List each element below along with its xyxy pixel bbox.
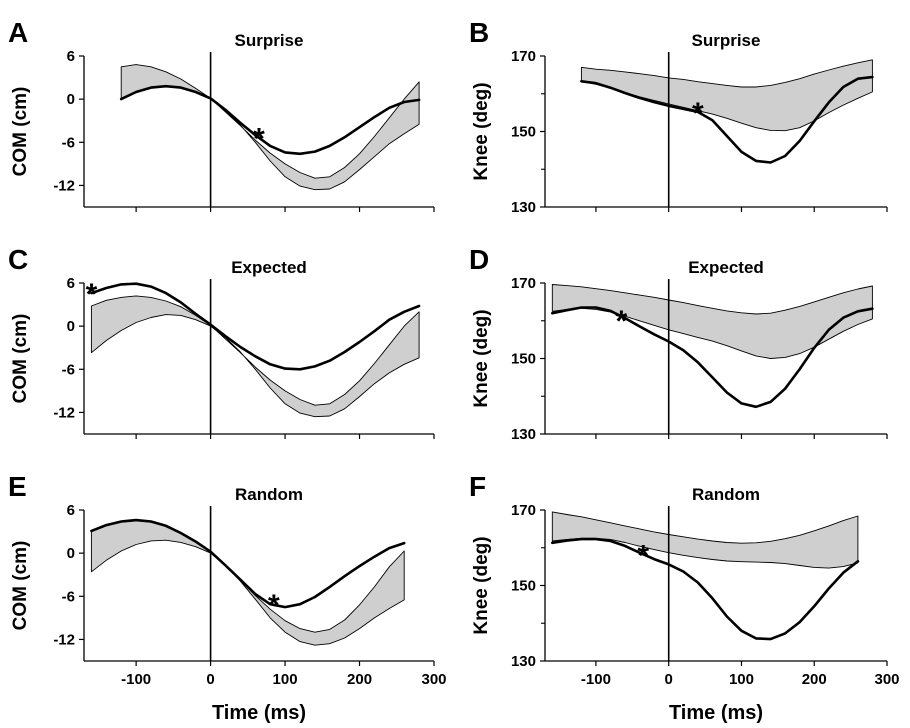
y-axis-label: COM (cm) bbox=[10, 87, 31, 177]
x-tick-label: 200 bbox=[347, 671, 372, 688]
mean-trace-line bbox=[119, 84, 421, 156]
y-tick-label: 0 bbox=[67, 91, 75, 108]
y-tick-label: 6 bbox=[67, 502, 75, 519]
y-tick-label: 130 bbox=[511, 199, 536, 216]
x-tick-label: -100 bbox=[581, 671, 611, 688]
y-tick-label: 130 bbox=[511, 653, 536, 670]
panel-d: 170 150 130 * D Expected Knee (deg) bbox=[469, 244, 888, 443]
panel-b: 170 150 130 * B Surprise Knee (deg) bbox=[469, 17, 888, 216]
x-tick-label: 0 bbox=[206, 671, 214, 688]
event-marker: * bbox=[268, 589, 280, 622]
y-tick-label: 0 bbox=[67, 545, 75, 562]
y-tick-label: 6 bbox=[67, 48, 75, 65]
y-axis-label: Knee (deg) bbox=[471, 309, 492, 407]
confidence-band bbox=[90, 520, 405, 646]
x-tick-label: 300 bbox=[874, 671, 899, 688]
panel-a: 6 0 -6 -12 * A Surprise COM (cm) bbox=[8, 17, 435, 212]
panel-title: Expected bbox=[231, 258, 307, 277]
event-marker: * bbox=[86, 278, 98, 311]
x-tick-label: 0 bbox=[665, 671, 673, 688]
mean-trace-line bbox=[550, 306, 874, 409]
y-tick-label: 170 bbox=[511, 48, 536, 65]
x-axis-label: Time (ms) bbox=[669, 702, 763, 724]
y-tick-label: 0 bbox=[67, 318, 75, 335]
x-tick-label: 100 bbox=[273, 671, 298, 688]
confidence-band bbox=[120, 64, 420, 191]
panel-letter: C bbox=[8, 244, 28, 275]
x-axis-label: Time (ms) bbox=[212, 702, 306, 724]
panel-letter: B bbox=[469, 17, 489, 48]
panel-title: Surprise bbox=[235, 31, 304, 50]
event-marker: * bbox=[253, 122, 265, 155]
x-tick-label: 100 bbox=[729, 671, 754, 688]
y-tick-label: -12 bbox=[53, 631, 75, 648]
y-tick-label: -12 bbox=[53, 404, 75, 421]
y-tick-label: -6 bbox=[62, 588, 75, 605]
panel-letter: A bbox=[8, 17, 28, 48]
y-axis-label: Knee (deg) bbox=[471, 82, 492, 180]
panel-title: Surprise bbox=[692, 31, 761, 50]
panel-title: Expected bbox=[688, 258, 764, 277]
y-tick-label: -6 bbox=[62, 361, 75, 378]
y-tick-label: -12 bbox=[53, 177, 75, 194]
y-axis-label: Knee (deg) bbox=[471, 536, 492, 634]
y-tick-label: 130 bbox=[511, 426, 536, 443]
x-tick-label: -100 bbox=[121, 671, 151, 688]
confidence-band bbox=[580, 59, 873, 132]
panel-e: -100 0 100 200 300 6 0 -6 -12 * E Random COM (cm) Tim… bbox=[8, 471, 447, 724]
y-tick-label: 170 bbox=[511, 502, 536, 519]
y-axis-label: COM (cm) bbox=[10, 541, 31, 631]
y-tick-label: -6 bbox=[62, 134, 75, 151]
panel-letter: F bbox=[469, 471, 486, 502]
x-tick-label: 300 bbox=[421, 671, 446, 688]
confidence-band bbox=[551, 284, 873, 359]
panel-letter: D bbox=[469, 244, 489, 275]
panel-title: Random bbox=[235, 485, 303, 504]
y-tick-label: 150 bbox=[511, 578, 536, 595]
y-tick-label: 6 bbox=[67, 275, 75, 292]
mean-trace-line bbox=[550, 537, 860, 641]
event-marker: * bbox=[637, 540, 649, 573]
y-axis-label: COM (cm) bbox=[10, 314, 31, 404]
mean-trace-line bbox=[580, 75, 874, 164]
panel-f: -100 0 100 200 300 170 150 130 * F Random Knee (deg… bbox=[469, 471, 900, 724]
panel-title: Random bbox=[692, 485, 760, 504]
event-marker: * bbox=[616, 305, 628, 338]
mean-trace-line bbox=[90, 282, 421, 371]
panel-c: 6 0 -6 -12 * C Expected COM (cm) bbox=[8, 244, 435, 439]
y-tick-label: 150 bbox=[511, 124, 536, 141]
mean-trace-line bbox=[90, 518, 406, 609]
y-tick-label: 170 bbox=[511, 275, 536, 292]
event-marker: * bbox=[692, 97, 704, 130]
panel-letter: E bbox=[8, 471, 27, 502]
y-tick-label: 150 bbox=[511, 351, 536, 368]
x-tick-label: 200 bbox=[802, 671, 827, 688]
